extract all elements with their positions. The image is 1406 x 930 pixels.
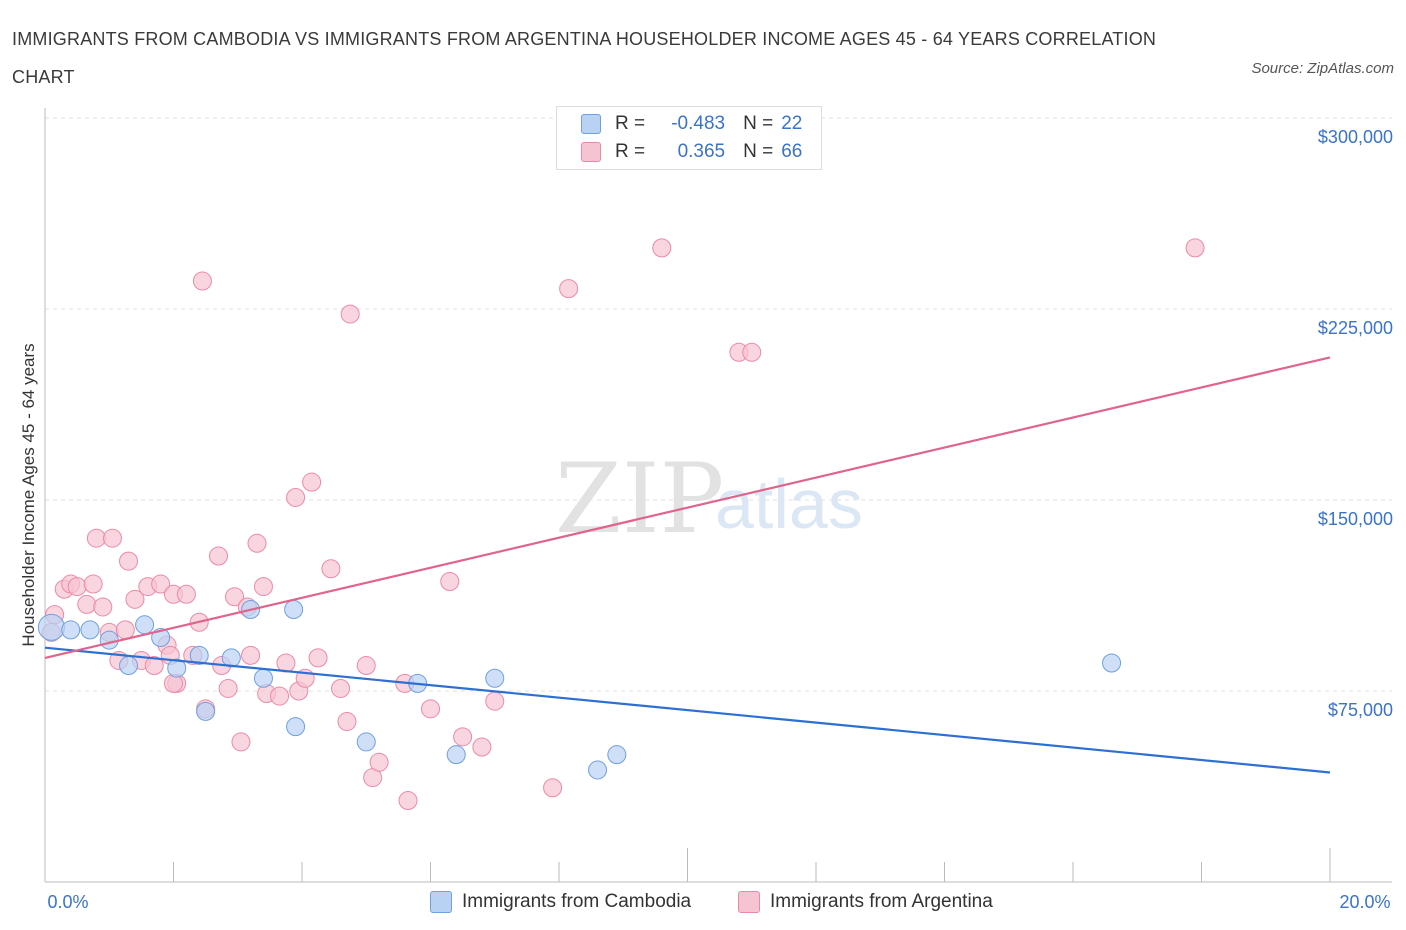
data-points [37, 238, 1205, 811]
argentina-point [485, 691, 505, 711]
argentina-point [102, 528, 122, 548]
argentina-point [286, 487, 306, 507]
argentina-point [208, 546, 228, 566]
chart-source: Source: ZipAtlas.com [1251, 60, 1394, 77]
argentina-point [559, 279, 579, 299]
argentina-trend-line [44, 356, 1331, 659]
argentina-point [176, 584, 196, 604]
cambodia-point [607, 745, 627, 765]
cambodia-point [119, 656, 139, 676]
watermark-zip: ZIP [555, 443, 724, 555]
series-swatch-argentina [738, 891, 760, 913]
argentina-point [231, 732, 251, 752]
argentina-point [321, 559, 341, 579]
trend-lines [44, 356, 1331, 774]
cambodia-point [80, 620, 100, 640]
series-label-cambodia: Immigrants from Cambodia [462, 891, 692, 912]
argentina-point [440, 571, 460, 591]
chart-title: IMMIGRANTS FROM CAMBODIA VS IMMIGRANTS F… [12, 29, 1157, 87]
legend-n-label: N = [743, 113, 774, 134]
cambodia-point [446, 745, 466, 765]
cambodia-point [588, 760, 608, 780]
argentina-point [115, 620, 135, 640]
argentina-point [398, 791, 418, 811]
argentina-point [119, 551, 139, 571]
cambodia-point [99, 630, 119, 650]
argentina-point [192, 271, 212, 291]
y-tick-label: $225,000 [1318, 318, 1393, 338]
cambodia-trend-line [44, 646, 1331, 774]
argentina-point [369, 752, 389, 772]
watermark-atlas: atlas [715, 465, 863, 543]
legend-row-argentina: R = 0.365 N = 66 [581, 140, 802, 164]
argentina-point [453, 727, 473, 747]
argentina-point [308, 648, 328, 668]
cambodia-point [189, 645, 209, 665]
cambodia-point [485, 668, 505, 688]
y-tick-label: $300,000 [1318, 127, 1393, 147]
series-swatch-cambodia [430, 891, 452, 913]
argentina-point [86, 528, 106, 548]
cambodia-point [356, 732, 376, 752]
argentina-point [337, 712, 357, 732]
argentina-point [356, 656, 376, 676]
legend-r-value: -0.483 [671, 113, 726, 134]
argentina-point [472, 737, 492, 757]
cambodia-point [135, 615, 155, 635]
cambodia-point [167, 658, 187, 678]
y-axis-label: Householder Income Ages 45 - 64 years [19, 343, 38, 646]
argentina-point [742, 342, 762, 362]
x-tick-label-max: 20.0% [1339, 892, 1390, 912]
correlation-legend: R = -0.483 N = 22 R = 0.365 N = 66 [556, 106, 822, 170]
argentina-point [302, 472, 322, 492]
argentina-point [421, 699, 440, 719]
series-label-argentina: Immigrants from Argentina [770, 891, 993, 912]
argentina-point [247, 533, 267, 553]
argentina-point [83, 574, 103, 594]
axes: $75,000 $150,000 $225,000 $300,000 [44, 108, 1393, 883]
argentina-point [253, 577, 273, 597]
argentina-point [218, 678, 238, 698]
series-legend-argentina: Immigrants from Argentina [738, 889, 993, 915]
argentina-point [270, 686, 290, 706]
argentina-point [241, 645, 261, 665]
legend-swatch-argentina [581, 142, 601, 162]
x-tick-label-min: 0.0% [47, 892, 88, 912]
legend-n-label: N = [743, 141, 774, 162]
legend-n-value: 22 [781, 113, 803, 134]
argentina-point [93, 597, 113, 617]
argentina-point [225, 587, 245, 607]
legend-r-label: R = [615, 141, 646, 162]
series-legend-cambodia: Immigrants from Cambodia [430, 889, 691, 915]
legend-r-value: 0.365 [677, 141, 726, 162]
legend-r-label: R = [615, 113, 646, 134]
cambodia-point [37, 613, 65, 641]
cambodia-point [253, 668, 273, 688]
cambodia-point [196, 701, 216, 721]
argentina-point [77, 594, 97, 614]
cambodia-point [284, 600, 304, 620]
argentina-point [543, 778, 563, 798]
argentina-point [652, 238, 672, 258]
legend-swatch-cambodia [581, 114, 601, 134]
argentina-point [331, 678, 351, 698]
y-tick-label: $75,000 [1328, 700, 1393, 720]
cambodia-point [286, 717, 306, 737]
argentina-point [1185, 238, 1205, 258]
argentina-point [67, 577, 87, 597]
y-tick-label: $150,000 [1318, 509, 1393, 529]
cambodia-point [1102, 653, 1122, 673]
argentina-point [151, 574, 171, 594]
legend-n-value: 66 [781, 141, 803, 162]
argentina-point [276, 653, 296, 673]
legend-row-cambodia: R = -0.483 N = 22 [581, 112, 802, 136]
argentina-point [340, 304, 360, 324]
argentina-point [125, 589, 145, 609]
cambodia-point [61, 620, 81, 640]
argentina-point [144, 656, 164, 676]
